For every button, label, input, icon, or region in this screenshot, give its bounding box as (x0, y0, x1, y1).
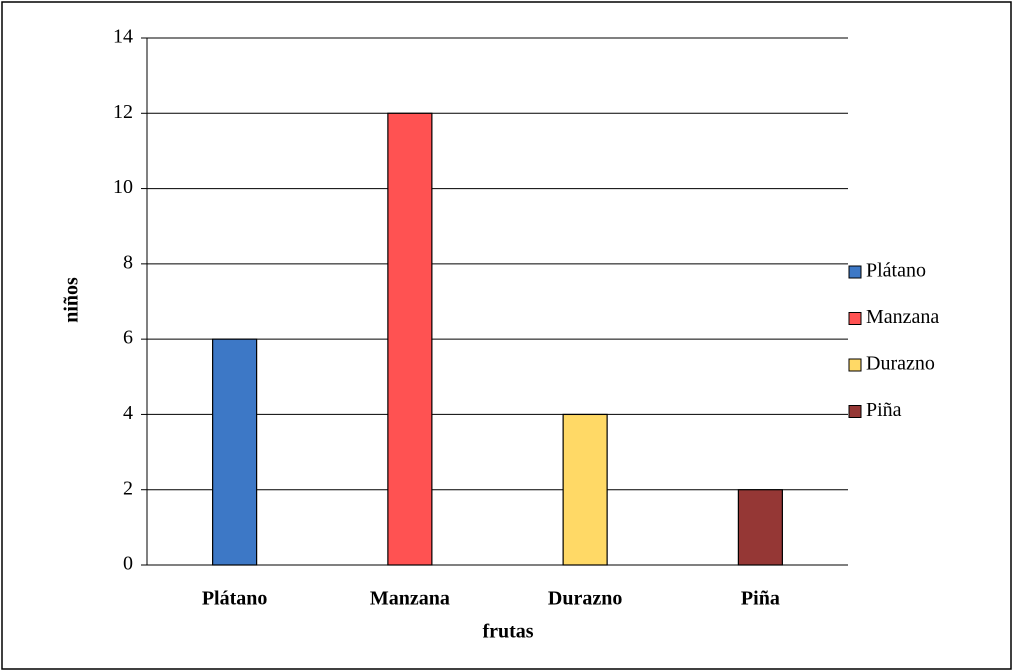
bar (212, 338, 258, 566)
y-axis-label: niños (61, 277, 83, 323)
y-tick-label: 12 (113, 101, 133, 123)
x-tick-label: Plátano (202, 588, 268, 610)
legend-label: Plátano (866, 260, 926, 282)
legend-label: Durazno (866, 353, 935, 375)
legend-swatch (848, 312, 862, 325)
y-tick-label: 6 (123, 327, 133, 349)
x-tick-label: Durazno (548, 588, 622, 610)
y-tick-label: 8 (123, 251, 133, 273)
y-tick-label: 0 (123, 553, 133, 575)
legend-swatch (848, 265, 862, 279)
bar (562, 413, 608, 566)
bar (387, 112, 433, 566)
legend-label: Piña (866, 399, 902, 421)
legend-swatch (848, 405, 862, 418)
y-tick-label: 4 (123, 402, 133, 424)
x-tick-label: Manzana (370, 588, 450, 610)
y-tick-label: 14 (113, 26, 133, 48)
y-tick-label: 10 (113, 176, 133, 198)
bar (737, 489, 783, 566)
y-tick-label: 2 (123, 477, 133, 499)
x-axis-label: frutas (482, 621, 533, 643)
legend-swatch (848, 358, 862, 372)
legend-label: Manzana (866, 306, 939, 328)
x-tick-label: Piña (741, 588, 780, 610)
